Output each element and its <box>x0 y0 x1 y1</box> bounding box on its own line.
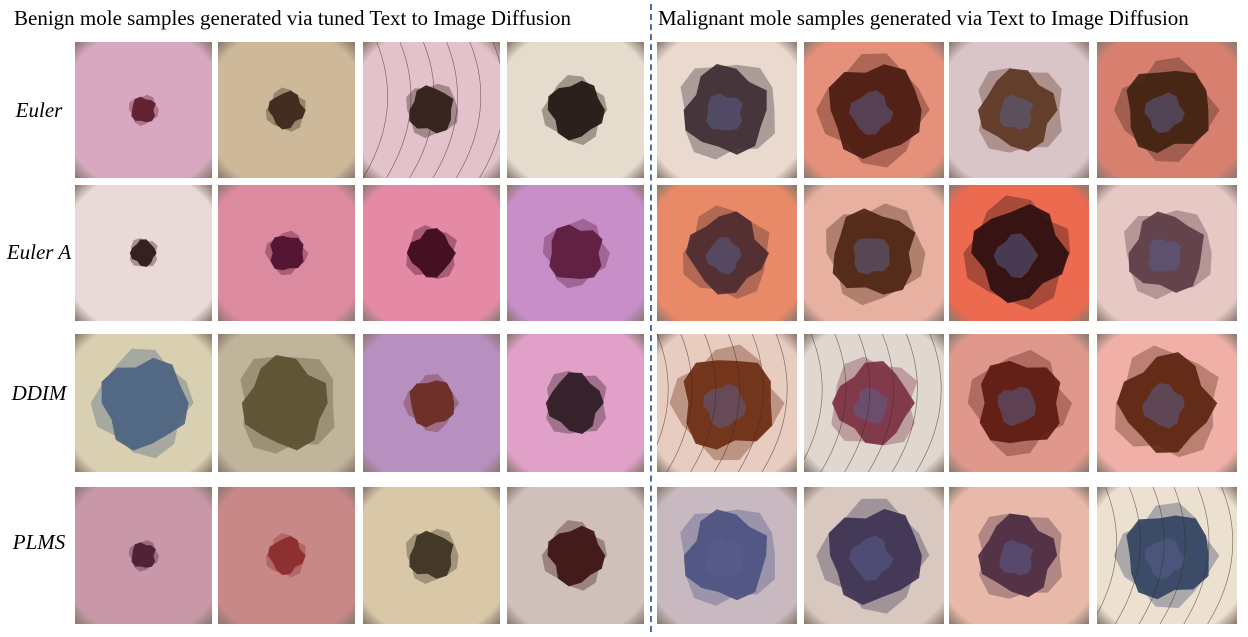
malignant-header: Malignant mole samples generated via Tex… <box>658 6 1189 30</box>
dermoscopy-image <box>657 185 797 321</box>
benign-sample-2-0 <box>75 334 212 472</box>
dermoscopy-image <box>75 487 212 624</box>
dermoscopy-image <box>804 42 944 178</box>
benign-sample-2-2 <box>363 334 500 472</box>
benign-header: Benign mole samples generated via tuned … <box>14 6 572 30</box>
dermoscopy-image <box>804 487 944 624</box>
dermoscopy-image <box>218 487 355 624</box>
dermoscopy-image <box>804 185 944 321</box>
malignant-sample-0-3 <box>1097 42 1237 178</box>
benign-sample-0-3 <box>507 42 644 178</box>
benign-sample-1-3 <box>507 185 644 321</box>
sampler-label-plms: PLMS <box>12 530 66 554</box>
sampler-label-ddim: DDIM <box>11 381 67 405</box>
dermoscopy-image <box>657 487 797 624</box>
benign-sample-1-1 <box>218 185 355 321</box>
malignant-sample-2-1 <box>804 334 944 472</box>
dermoscopy-image <box>949 42 1089 178</box>
malignant-sample-0-1 <box>804 42 944 178</box>
dermoscopy-image <box>507 334 644 472</box>
dermoscopy-image <box>363 487 500 624</box>
malignant-sample-2-0 <box>657 334 797 472</box>
benign-sample-3-3 <box>507 487 644 624</box>
dermoscopy-image <box>75 185 212 321</box>
malignant-sample-3-3 <box>1097 487 1237 624</box>
malignant-sample-0-2 <box>949 42 1089 178</box>
dermoscopy-image <box>507 42 644 178</box>
malignant-sample-3-2 <box>949 487 1089 624</box>
dermoscopy-image <box>363 185 500 321</box>
malignant-sample-1-0 <box>657 185 797 321</box>
dermoscopy-image <box>804 334 944 472</box>
malignant-sample-1-1 <box>804 185 944 321</box>
dermoscopy-image <box>1097 487 1237 624</box>
dermoscopy-image <box>949 334 1089 472</box>
dermoscopy-image <box>1097 334 1237 472</box>
dermoscopy-image <box>218 42 355 178</box>
malignant-sample-0-0 <box>657 42 797 178</box>
malignant-sample-2-2 <box>949 334 1089 472</box>
malignant-sample-3-1 <box>804 487 944 624</box>
benign-sample-0-2 <box>363 42 500 178</box>
malignant-sample-1-3 <box>1097 185 1237 321</box>
dermoscopy-image <box>949 185 1089 321</box>
dermoscopy-image <box>1097 42 1237 178</box>
malignant-sample-2-3 <box>1097 334 1237 472</box>
malignant-sample-3-0 <box>657 487 797 624</box>
dermoscopy-image <box>363 334 500 472</box>
dermoscopy-image <box>1097 185 1237 321</box>
benign-sample-2-1 <box>218 334 355 472</box>
benign-sample-1-2 <box>363 185 500 321</box>
benign-sample-3-1 <box>218 487 355 624</box>
benign-sample-0-0 <box>75 42 212 178</box>
sampler-label-euler-a: Euler A <box>6 240 72 264</box>
dermoscopy-image <box>657 42 797 178</box>
dermoscopy-image <box>75 334 212 472</box>
benign-sample-0-1 <box>218 42 355 178</box>
benign-sample-3-2 <box>363 487 500 624</box>
malignant-sample-1-2 <box>949 185 1089 321</box>
dermoscopy-image <box>507 185 644 321</box>
benign-sample-2-3 <box>507 334 644 472</box>
benign-sample-3-0 <box>75 487 212 624</box>
dermoscopy-image <box>949 487 1089 624</box>
sampler-label-euler: Euler <box>15 98 63 122</box>
dermoscopy-image <box>363 42 500 178</box>
section-divider <box>650 4 652 632</box>
dermoscopy-image <box>218 185 355 321</box>
benign-sample-1-0 <box>75 185 212 321</box>
dermoscopy-image <box>75 42 212 178</box>
dermoscopy-image <box>507 487 644 624</box>
dermoscopy-image <box>218 334 355 472</box>
dermoscopy-image <box>657 334 797 472</box>
